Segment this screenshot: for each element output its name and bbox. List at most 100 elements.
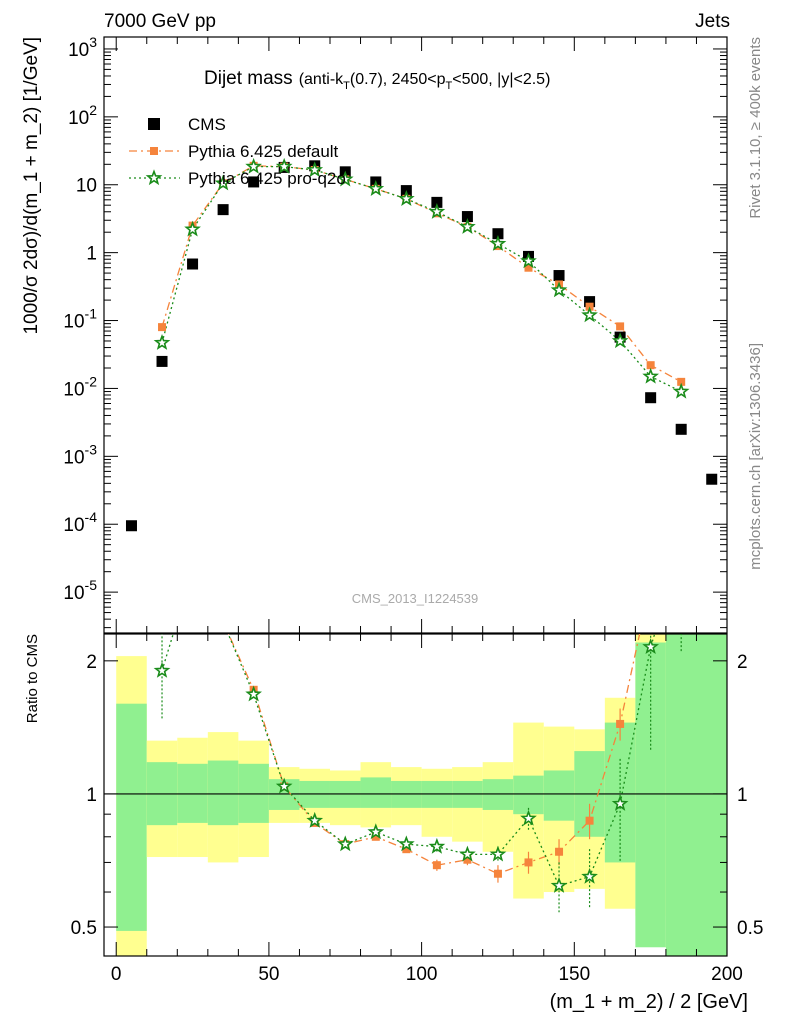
- ratio-y-axis: 0.5 0.5 1 1 2 2: [71, 652, 764, 939]
- pythia-pro2o-point: [397, 835, 415, 852]
- main-y-tick-label: 1: [86, 244, 97, 265]
- pythia-pro2o-point: [397, 190, 415, 206]
- pythia-default-point: [189, 539, 197, 547]
- band-stat-bin: [543, 770, 575, 821]
- ratio-default-line: [227, 634, 641, 875]
- band-stat-bin: [665, 634, 727, 956]
- ratio-x-axis: 0 50 100 150 200: [111, 634, 743, 985]
- ratio-y-tick-label-left: 1: [86, 785, 97, 806]
- pythia-pro2o-point: [145, 169, 163, 186]
- ratio-data-series: [153, 481, 687, 913]
- pythia-pro2o-point: [336, 170, 354, 187]
- cms-data-point: [156, 355, 168, 367]
- pythia-default-point: [585, 816, 594, 825]
- pythia-pro2o-point: [217, 615, 229, 627]
- pythia-pro2o-point: [520, 809, 537, 826]
- pythia-pro2o-point: [336, 835, 354, 852]
- ratio-y-axis-label: Ratio to CMS: [24, 634, 41, 723]
- pythia-pro2o-point: [153, 334, 171, 350]
- legend-label: CMS: [188, 115, 226, 134]
- header-category: Jets: [695, 11, 730, 32]
- band-stat-bin: [513, 775, 544, 815]
- main-y-tick-label: 10-5: [63, 577, 97, 604]
- pythia-default-point: [677, 377, 686, 386]
- pythia-default-point: [677, 481, 685, 489]
- ratio-panel-frame: [103, 633, 728, 957]
- pythia-pro2o-point: [275, 777, 293, 794]
- header-energy: 7000 GeV pp: [104, 11, 216, 32]
- pythia-default-point: [432, 861, 441, 870]
- cms-data-point: [584, 296, 596, 308]
- analysis-watermark: CMS_2013_I1224539: [352, 591, 479, 606]
- pythia-default-point: [463, 855, 472, 864]
- pythia-default-point: [646, 361, 655, 370]
- cms-data-point: [706, 473, 718, 485]
- pythia-default-point: [524, 263, 533, 272]
- pythia-pro2o-point: [245, 157, 262, 174]
- rivet-label: Rivet 3.1.10, ≥ 400k events: [747, 37, 764, 219]
- pythia-pro2o-point: [489, 235, 507, 251]
- pythia-pro2o-point: [550, 876, 568, 893]
- pythia-default-point: [371, 832, 380, 841]
- plot-title: Dijet mass (anti-kT(0.7), 2450<pT<500, |y…: [204, 68, 550, 92]
- main-y-axis: 10-5 10-4 10-3 10-2 10-1 1 10 102 103: [63, 34, 727, 629]
- pythia-pro2o-point: [214, 174, 232, 191]
- pythia-pro2o-point: [675, 541, 687, 553]
- pythia-pro2o-point: [520, 252, 537, 269]
- pythia-pro2o-point: [245, 685, 262, 702]
- ratio-x-tick-label: 150: [558, 964, 590, 985]
- pythia-pro2o-point: [459, 845, 476, 862]
- main-y-tick-label: 102: [68, 102, 97, 129]
- pythia-pro2o-point: [581, 867, 598, 884]
- ratio-x-tick-label: 50: [258, 964, 279, 985]
- main-y-tick-label: 10: [76, 176, 97, 197]
- pythia-pro2o-point: [306, 161, 324, 178]
- x-axis-label: (m_1 + m_2) / 2 [GeV]: [550, 991, 748, 1013]
- ratio-y-tick-label-right: 2: [737, 652, 748, 673]
- ratio-x-tick-label: 100: [406, 964, 438, 985]
- cms-data-point: [553, 270, 565, 282]
- pythia-default-point: [493, 869, 502, 878]
- ratio-y-tick-label-left: 0.5: [71, 918, 97, 939]
- main-y-tick-label: 10-1: [63, 306, 97, 333]
- band-stat-bin: [360, 777, 392, 808]
- main-y-tick-label: 103: [68, 34, 97, 61]
- main-x-ticks: [115, 37, 728, 633]
- band-stat-bin: [482, 779, 514, 810]
- cms-data-point: [675, 423, 687, 435]
- pythia-pro2o-point: [367, 180, 385, 196]
- main-y-tick-label: 10-4: [63, 509, 97, 536]
- ratio-y-tick-label-right: 0.5: [737, 918, 763, 939]
- pythia-default-point: [219, 618, 227, 626]
- cms-data-point: [492, 228, 504, 240]
- legend-label: Pythia 6.425 pro-q2o: [188, 169, 346, 188]
- ratio-uncertainty-bands: [116, 634, 727, 956]
- pythia-default-point: [616, 719, 625, 728]
- pythia-pro2o-point: [459, 218, 476, 234]
- band-stat-bin: [207, 760, 239, 826]
- main-panel-frame: [103, 36, 728, 634]
- pythia-default-point: [555, 847, 564, 856]
- pythia-pro2o-point: [184, 220, 201, 237]
- pythia-pro2o-line: [161, 165, 682, 393]
- cms-data-point: [431, 196, 443, 208]
- pythia-default-point: [158, 323, 167, 332]
- main-y-tick-label: 10-2: [63, 373, 97, 400]
- pythia-pro2o-point: [186, 564, 198, 576]
- pythia-default-point: [647, 579, 655, 587]
- main-data-series: [125, 157, 718, 532]
- pythia-pro2o-point: [611, 795, 629, 811]
- pythia-default-point: [150, 147, 158, 155]
- pythia-pro2o-point: [642, 638, 660, 655]
- cms-data-point: [217, 204, 229, 216]
- pythia-pro2o-point: [611, 332, 629, 349]
- pythia-pro2o-point: [306, 811, 324, 828]
- pythia-pro2o-point: [642, 367, 660, 384]
- ratio-y-tick-label-left: 2: [86, 652, 97, 673]
- pythia-default-point: [158, 567, 166, 575]
- pythia-pro2o-point: [367, 823, 385, 840]
- cms-data-point: [187, 258, 199, 270]
- cms-data-point: [125, 520, 137, 532]
- ratio-y-tick-label-right: 1: [737, 785, 748, 806]
